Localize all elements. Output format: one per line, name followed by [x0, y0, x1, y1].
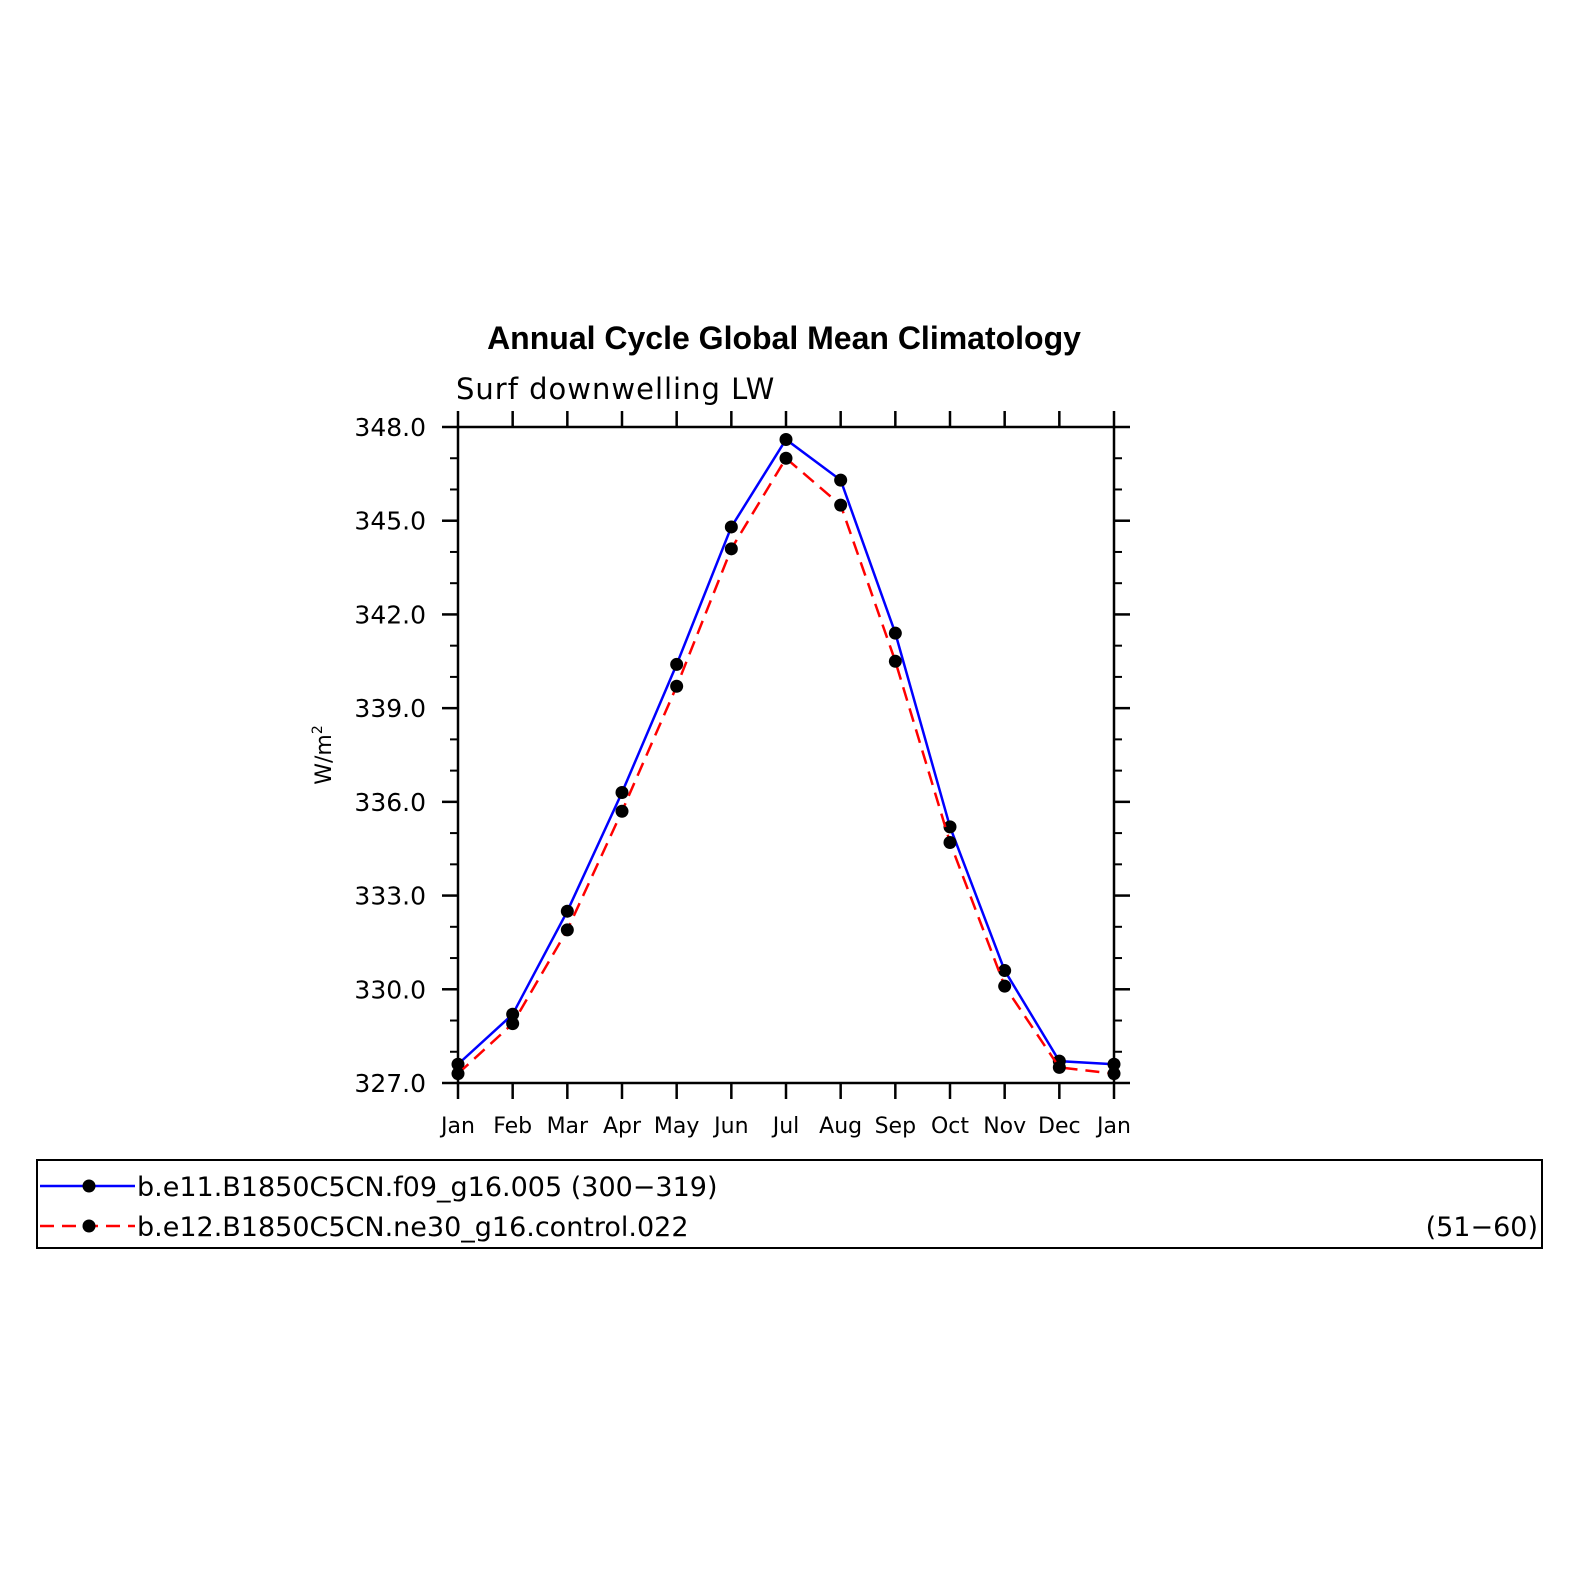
series-1-point	[998, 964, 1012, 978]
y-tick-label: 330.0	[354, 975, 426, 1004]
series-2-point	[888, 654, 902, 668]
plot-frame	[456, 425, 1116, 1085]
series-2-point	[998, 979, 1012, 993]
y-axis-label: W/m2	[310, 725, 337, 785]
series-2-point	[615, 804, 629, 818]
series-2-point	[1052, 1060, 1066, 1074]
axis-ticks	[442, 411, 1130, 1099]
series-2-point	[943, 835, 957, 849]
series-2-point	[506, 1017, 520, 1031]
legend-marker-1	[82, 1179, 96, 1193]
x-tick-label: Jan	[1095, 1114, 1131, 1139]
x-tick-label: Jun	[712, 1114, 748, 1139]
x-tick-labels: Jan Feb Mar Apr May Jun Jul Aug Sep Oct Nov Dec Jan	[439, 1114, 1131, 1139]
series-1-point	[506, 1007, 520, 1021]
y-tick-label: 333.0	[354, 882, 426, 911]
legend-box	[36, 1159, 1543, 1249]
series-layer	[451, 432, 1121, 1081]
series-1-line	[457, 437, 1115, 1066]
y-tick-label: 336.0	[354, 788, 426, 817]
chart-title: Annual Cycle Global Mean Climatology	[487, 320, 1081, 356]
series-1-point	[779, 432, 793, 446]
series-2-point	[724, 542, 738, 556]
svg-text:W/m2: W/m2	[310, 725, 337, 785]
y-tick-labels: 327.0 330.0 333.0 336.0 339.0 342.0 345.0 348.0	[354, 413, 426, 1098]
series-2-point	[560, 923, 574, 937]
series-2	[451, 451, 1121, 1081]
x-tick-label: Aug	[819, 1114, 862, 1139]
series-2-point	[670, 679, 684, 693]
series-1-point	[888, 626, 902, 640]
x-tick-label: Dec	[1038, 1114, 1081, 1139]
x-tick-label: Apr	[603, 1114, 642, 1139]
series-1	[451, 432, 1121, 1071]
x-tick-label: Mar	[547, 1114, 589, 1139]
x-tick-label: Feb	[493, 1114, 532, 1139]
y-tick-label: 348.0	[354, 413, 426, 442]
legend-label-2: b.e12.B1850C5CN.ne30_g16.control.022	[137, 1212, 689, 1243]
y-axis-label-superscript: 2	[310, 725, 326, 734]
chart-subtitle: Surf downwelling LW	[456, 372, 775, 406]
series-1-point	[943, 820, 957, 834]
series-1-point	[670, 657, 684, 671]
legend-years-2: (51−60)	[1426, 1212, 1538, 1243]
x-tick-label: Oct	[931, 1114, 969, 1139]
y-tick-label: 342.0	[354, 600, 426, 629]
series-1-point	[724, 520, 738, 534]
x-tick-label: Jan	[439, 1114, 475, 1139]
legend: b.e11.B1850C5CN.f09_g16.005 (300−319) b.e…	[36, 1159, 1543, 1249]
series-1-point	[615, 785, 629, 799]
x-tick-label: May	[654, 1114, 699, 1139]
x-tick-label: Jul	[771, 1114, 800, 1139]
series-1-point	[560, 904, 574, 918]
y-tick-label: 345.0	[354, 507, 426, 536]
series-1-point	[834, 473, 848, 487]
x-tick-label: Sep	[875, 1114, 916, 1139]
y-tick-label: 327.0	[354, 1069, 426, 1098]
series-2-point	[779, 451, 793, 465]
legend-label-1: b.e11.B1850C5CN.f09_g16.005 (300−319)	[137, 1172, 718, 1203]
series-2-line	[457, 456, 1115, 1075]
legend-marker-2	[82, 1219, 96, 1233]
x-tick-label: Nov	[983, 1114, 1026, 1139]
y-tick-label: 339.0	[354, 694, 426, 723]
series-2-point	[834, 498, 848, 512]
y-axis-label-text: W/m	[312, 734, 337, 785]
